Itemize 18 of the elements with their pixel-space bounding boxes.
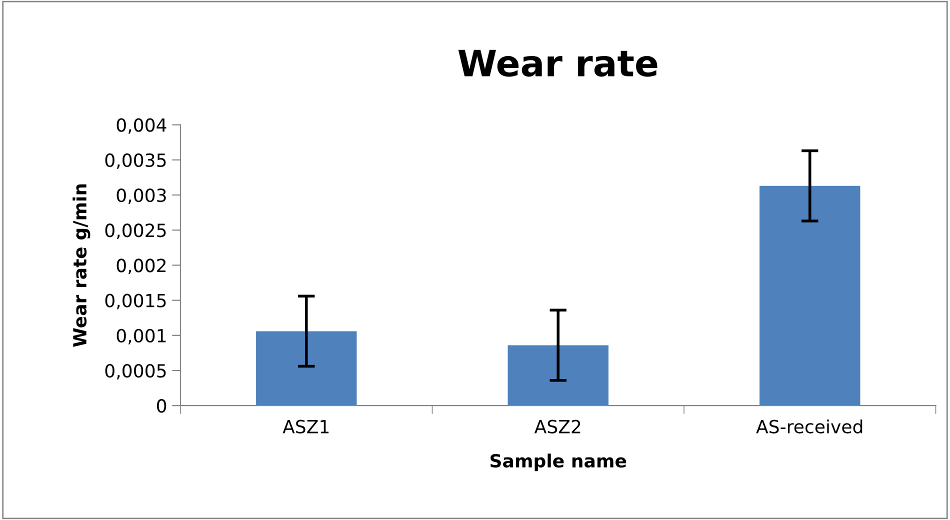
bar (508, 345, 608, 406)
x-tick-label: ASZ2 (534, 420, 580, 434)
bar (760, 186, 860, 406)
y-tick-label: 0,0025 (105, 224, 166, 240)
y-tick-label: 0,0005 (105, 364, 166, 380)
x-tick-label: AS-received (756, 419, 862, 434)
y-tick-label: 0,001 (116, 328, 166, 344)
chart-title: Wear rate (458, 50, 658, 77)
y-tick-label: 0 (157, 399, 166, 413)
y-axis-title: Wear rate g/min (72, 184, 90, 347)
x-tick-label: ASZ1 (282, 420, 329, 434)
y-tick-label: 0,004 (116, 118, 166, 134)
bar (256, 331, 357, 406)
y-tick-label: 0,0015 (105, 294, 166, 310)
y-tick-label: 0,0035 (105, 153, 166, 169)
y-tick-label: 0,003 (116, 188, 166, 204)
y-tick-label: 0,002 (116, 258, 166, 274)
x-axis-title: Sample name (490, 454, 626, 472)
